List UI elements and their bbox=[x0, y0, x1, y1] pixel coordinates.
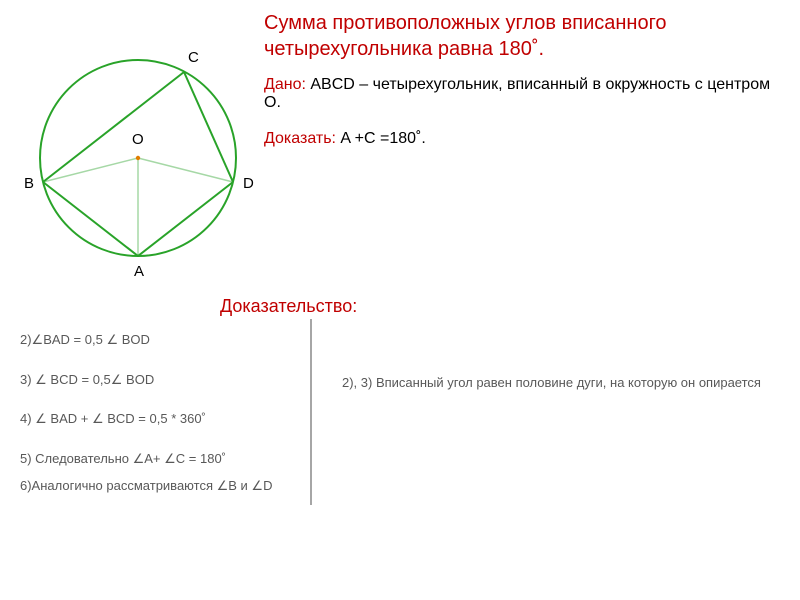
proof-step-2: 2)∠BAD = 0,5 ∠ BOD bbox=[20, 331, 292, 349]
given-label: Дано: bbox=[264, 76, 306, 93]
given-block: Дано: ABCD – четырехугольник, вписанный … bbox=[264, 76, 780, 112]
prove-label: Доказать: bbox=[264, 130, 336, 147]
proof-step-6: 6)Аналогично рассматриваются ∠B и ∠D bbox=[20, 477, 292, 495]
prove-text: A +C =180˚. bbox=[336, 130, 426, 147]
proof-steps-column: 2)∠BAD = 0,5 ∠ BOD 3) ∠ BCD = 0,5∠ BOD 4… bbox=[20, 331, 310, 505]
prove-block: Доказать: A +C =180˚. bbox=[264, 130, 780, 148]
svg-text:A: A bbox=[134, 263, 144, 280]
svg-text:B: B bbox=[24, 175, 34, 192]
justification-text: 2), 3) Вписанный угол равен половине дуг… bbox=[342, 375, 780, 390]
proof-title: Доказательство: bbox=[220, 296, 780, 317]
proof-justification-column: 2), 3) Вписанный угол равен половине дуг… bbox=[312, 331, 780, 505]
svg-text:D: D bbox=[243, 175, 254, 192]
proof-step-4: 4) ∠ BAD + ∠ BCD = 0,5 * 360˚ bbox=[20, 410, 292, 428]
diagram-svg: A B C D O bbox=[20, 10, 260, 290]
theorem-headline: Сумма противоположных углов вписанного ч… bbox=[264, 10, 780, 62]
given-text: ABCD – четырехугольник, вписанный в окру… bbox=[264, 76, 770, 111]
svg-text:C: C bbox=[188, 49, 199, 66]
proof-step-5: 5) Следовательно ∠A+ ∠C = 180˚ bbox=[20, 450, 292, 468]
svg-text:O: O bbox=[132, 131, 144, 148]
proof-step-3: 3) ∠ BCD = 0,5∠ BOD bbox=[20, 371, 292, 389]
geometry-diagram: A B C D O bbox=[20, 10, 260, 290]
